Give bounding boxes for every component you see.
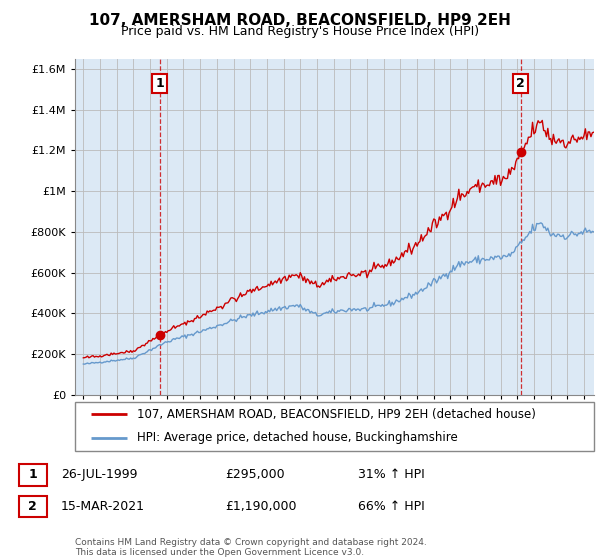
Text: 2: 2 [28, 500, 37, 513]
Text: Contains HM Land Registry data © Crown copyright and database right 2024.
This d: Contains HM Land Registry data © Crown c… [75, 538, 427, 557]
Text: 15-MAR-2021: 15-MAR-2021 [61, 500, 145, 513]
Text: 2: 2 [517, 77, 525, 90]
Text: 1: 1 [28, 468, 37, 482]
Bar [19, 496, 47, 517]
Text: £1,190,000: £1,190,000 [225, 500, 296, 513]
Text: 31% ↑ HPI: 31% ↑ HPI [358, 468, 424, 482]
Text: Price paid vs. HM Land Registry's House Price Index (HPI): Price paid vs. HM Land Registry's House … [121, 25, 479, 38]
Text: 26-JUL-1999: 26-JUL-1999 [61, 468, 137, 482]
Text: HPI: Average price, detached house, Buckinghamshire: HPI: Average price, detached house, Buck… [137, 432, 458, 445]
Text: 107, AMERSHAM ROAD, BEACONSFIELD, HP9 2EH: 107, AMERSHAM ROAD, BEACONSFIELD, HP9 2E… [89, 13, 511, 28]
Text: 66% ↑ HPI: 66% ↑ HPI [358, 500, 424, 513]
Bar [19, 464, 47, 486]
Text: £295,000: £295,000 [225, 468, 285, 482]
Text: 107, AMERSHAM ROAD, BEACONSFIELD, HP9 2EH (detached house): 107, AMERSHAM ROAD, BEACONSFIELD, HP9 2E… [137, 408, 536, 421]
Text: 1: 1 [155, 77, 164, 90]
